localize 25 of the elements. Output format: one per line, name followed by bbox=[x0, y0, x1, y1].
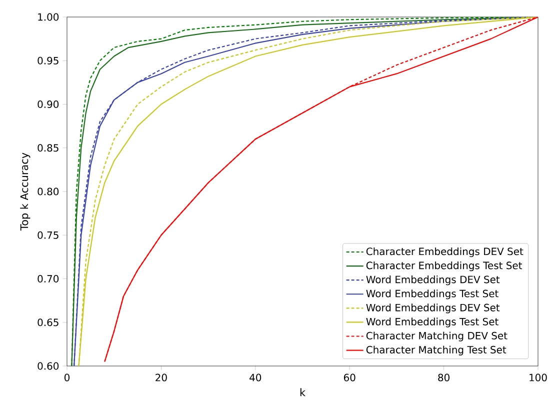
legend-label: Word Embeddings Test Set bbox=[366, 290, 498, 300]
y-tick-label: 0.65 bbox=[38, 318, 58, 326]
legend-label: Character Matching DEV Set bbox=[366, 332, 508, 342]
x-tick-label: 80 bbox=[438, 374, 450, 382]
legend-label: Word Embeddings Test Set bbox=[366, 318, 498, 328]
y-tick-label: 0.60 bbox=[38, 362, 59, 370]
y-tick-label: 1.00 bbox=[38, 13, 59, 21]
x-tick-label: 60 bbox=[344, 374, 356, 382]
x-tick-label: 0 bbox=[64, 374, 70, 382]
y-tick-label: 0.95 bbox=[38, 56, 58, 64]
legend-label: Character Embeddings Test Set bbox=[366, 261, 522, 272]
x-tick-label: 40 bbox=[250, 374, 262, 382]
y-tick-label: 0.70 bbox=[38, 274, 59, 283]
y-tick-label: 0.85 bbox=[38, 144, 58, 152]
x-axis-title: k bbox=[300, 388, 306, 396]
legend-label: Word Embeddings DEV Set bbox=[366, 276, 500, 286]
legend-label: Word Embeddings DEV Set bbox=[366, 304, 500, 314]
y-tick-label: 0.90 bbox=[38, 100, 59, 108]
x-tick-label: 20 bbox=[156, 374, 167, 382]
legend-label: Character Matching Test Set bbox=[366, 346, 506, 356]
y-axis-title: Top k Accuracy bbox=[20, 152, 30, 231]
legend-label: Character Embeddings DEV Set bbox=[366, 247, 524, 258]
y-tick-label: 0.80 bbox=[38, 188, 59, 196]
x-tick-label: 100 bbox=[530, 374, 547, 382]
y-tick-label: 0.75 bbox=[38, 231, 58, 239]
